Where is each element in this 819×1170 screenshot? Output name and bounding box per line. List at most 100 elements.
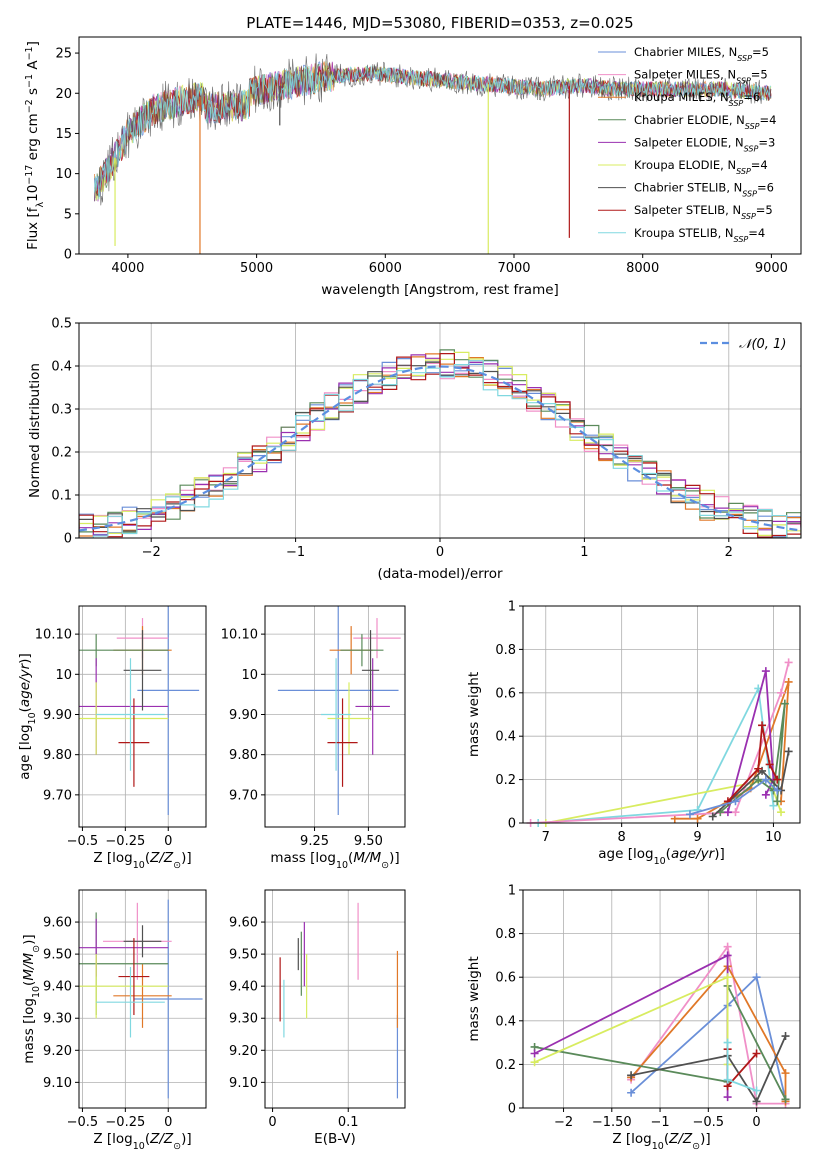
label-part: age [log [598,846,653,862]
x-axis-label: Z [log10(Z/Z⊙)] [93,850,191,871]
x-tick-label: −0.5 [67,1115,99,1130]
x-tick-label: 9 [693,830,701,845]
weight-marker [708,812,717,821]
grid [265,606,405,827]
y-tick-label: 20 [55,87,72,102]
y-tick-label: 0.4 [495,1014,516,1029]
label-part: −17 [24,165,35,185]
panel-mass_vs_ebv: 0 0.1 9.10 9.20 9.30 9.40 9.50 9.60 E(B-V) [229,889,406,1147]
label-part: Chabrier STELIB, N [634,181,742,195]
label-part: 10 [31,986,42,998]
label-part: age/yr [17,662,33,707]
label-part: ( [666,846,671,862]
x-axis-label: (data-model)/error [377,566,503,582]
figure-title: PLATE=1446, MJD=53080, FIBERID=0353, z=0… [246,14,633,32]
y-tick-label: 1 [508,884,516,899]
errorbar-point [321,658,352,771]
label-part: Z [log [93,1131,132,1147]
label-part: Z [log [612,1131,651,1147]
weight-marker [723,808,732,817]
x-tick-label: 8 [618,830,626,845]
x-tick-label: 0 [752,1115,760,1130]
label-part: )] [181,850,192,866]
y-tick-label: 9.90 [43,708,72,723]
weight-marker [627,1088,636,1097]
label-part: SSP [745,121,760,130]
label-part: 10 [654,856,666,867]
label-part: ⊙ [381,860,389,871]
label-part: )] [700,1131,711,1147]
label-part: 10 [652,1141,664,1152]
errorbar-point [113,963,172,1028]
label-part: −2 [24,99,35,113]
weight-marker [752,1086,761,1095]
x-axis-label: age [log10(age/yr)] [598,846,724,867]
x-tick-label: −0.25 [105,834,145,849]
label-part: ⊙ [173,1141,181,1152]
y-tick-label: 9.20 [229,1044,258,1059]
weight-marker [723,1075,732,1084]
weight-marker [530,1049,539,1058]
errorbar-point [353,618,401,659]
weight-series [712,751,790,818]
x-tick-label: 7000 [497,261,530,276]
axes-frame [264,889,406,1109]
spectrum-line [94,65,771,200]
weight-marker [769,801,778,810]
x-tick-label: −2 [554,1115,573,1130]
legend-label: Kroupa MILES, NSSP=6 [634,90,760,108]
weight-marker [723,1038,732,1047]
x-tick-label: −0.25 [105,1115,145,1130]
label-part: ⊙ [692,1141,700,1152]
label-part: Kroupa ELODIE, N [634,158,736,172]
x-axis-label: Z [log10(Z/Z⊙)] [93,1131,191,1152]
histogram-series [79,360,801,538]
weight-marker [530,1058,539,1067]
label-part: =5 [751,68,768,82]
label-part: =5 [752,45,769,59]
label-part: mass [log [21,998,37,1064]
weight-marker [773,786,782,795]
errorbar-point [79,682,169,755]
y-tick-label: 25 [55,47,72,62]
weight-marker [761,775,770,784]
weight-series [689,778,778,816]
x-tick-label: 0 [164,834,172,849]
label-part: ( [664,1131,669,1147]
label-part: 10 [27,712,38,724]
label-part: )] [389,850,400,866]
weight-series [630,1035,787,1104]
legend-label: 𝒩(0, 1) [739,337,786,352]
label-part: λ [35,202,46,208]
y-tick-label: 9.70 [229,788,258,803]
y-tick-label: 0 [64,248,72,263]
x-tick-label: 10 [765,830,782,845]
x-tick-label: 1 [580,545,588,560]
y-axis-label: Normed distribution [27,363,43,498]
x-tick-label: −0.5 [693,1115,725,1130]
x-tick-label: −2 [142,545,161,560]
y-tick-label: 0 [508,1102,516,1117]
y-tick-label: 9.50 [229,948,258,963]
x-tick-label: 0.1 [338,1115,359,1130]
errorbar-point [327,698,358,787]
legend-label: Chabrier STELIB, NSSP=6 [634,181,774,199]
errorbar-point [118,938,150,1016]
label-part: Z/Z [149,1131,174,1147]
y-tick-label: 9.20 [43,1044,72,1059]
errorbar-point [123,630,162,711]
label-part: 10 [336,860,348,871]
weight-marker [758,721,767,730]
y-tick-label: 0.6 [495,686,516,701]
errorbar-point [355,658,390,755]
weight-marker [627,1071,636,1080]
label-part: ⊙ [31,945,42,953]
y-axis-label: mass weight [466,672,482,757]
errorbar-point [96,966,165,1038]
weight-marker [693,814,702,823]
y-tick-label: 9.80 [43,748,72,763]
x-tick-label: 5000 [240,261,273,276]
